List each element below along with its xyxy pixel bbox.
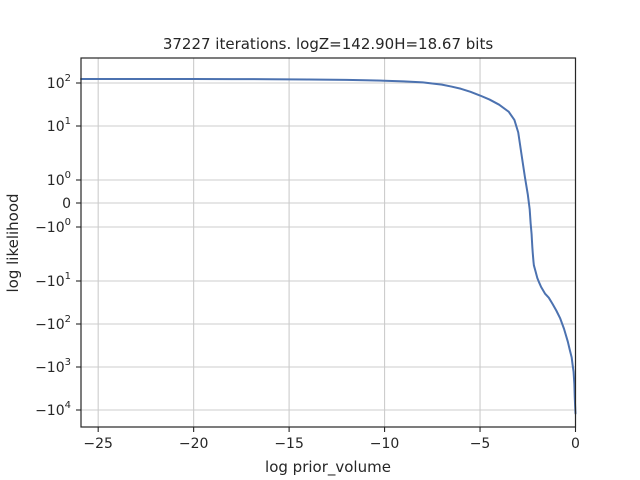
plot-series [80, 77, 577, 415]
y-tick-label: −101 [35, 271, 71, 290]
x-axis-label: log prior_volume [265, 458, 391, 477]
grid [81, 58, 577, 427]
y-axis-label: log likelihood [4, 193, 22, 292]
y-tick-label: −103 [35, 357, 71, 376]
y-axis-ticks: 102 101 100 0 −100 −101 −102 −103 −104 [35, 73, 81, 419]
x-tick-label: −15 [274, 436, 304, 452]
y-tick-label: −102 [35, 314, 71, 333]
y-tick-label: 102 [47, 73, 71, 92]
chart-title: 37227 iterations. logZ=142.90H=18.67 bit… [163, 35, 494, 53]
plot-frame [80, 57, 577, 428]
y-tick-label: −104 [35, 400, 71, 419]
x-tick-label: −10 [370, 436, 400, 452]
x-axis-ticks: −25 −20 −15 −10 −5 0 [83, 427, 580, 452]
y-tick-label: 101 [47, 116, 71, 135]
y-tick-label: −100 [35, 217, 71, 236]
y-tick-label: 0 [62, 196, 71, 212]
x-tick-label: −25 [83, 436, 113, 452]
x-tick-label: −20 [179, 436, 209, 452]
series-line [80, 77, 577, 415]
x-tick-label: −5 [470, 436, 491, 452]
x-tick-label: 0 [571, 436, 580, 452]
y-tick-label: 100 [47, 170, 71, 189]
